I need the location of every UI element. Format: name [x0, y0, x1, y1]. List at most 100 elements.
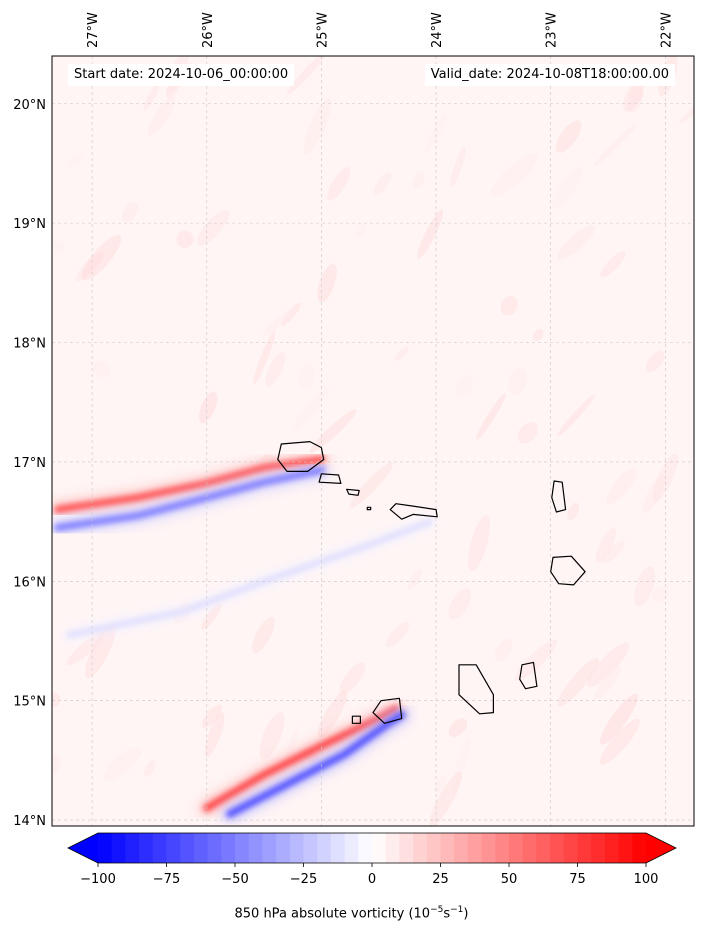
colorbar-segment	[550, 833, 565, 863]
colorbar-tick-label: −75	[153, 872, 180, 887]
x-tick-label: 26°W	[201, 12, 216, 48]
background-speckle	[532, 328, 544, 342]
background-speckle	[600, 693, 638, 745]
background-speckle	[201, 602, 222, 630]
background-speckle	[593, 124, 637, 167]
background-speckle	[490, 153, 538, 197]
background-speckle	[147, 96, 176, 136]
colorbar-tick-label: −25	[290, 872, 317, 887]
colorbar-tick-label: 25	[432, 872, 449, 887]
colorbar-segment	[372, 833, 387, 863]
north-negative-wake	[52, 462, 330, 536]
x-tick-label: 27°W	[86, 12, 101, 48]
background-speckle	[52, 692, 61, 707]
colorbar-segment	[591, 833, 606, 863]
colorbar-segment	[303, 833, 318, 863]
background-speckle	[552, 167, 583, 209]
island-outline	[519, 661, 538, 690]
colorbar-segment	[358, 833, 373, 863]
colorbar-tick-label: −50	[221, 872, 248, 887]
background-speckle	[104, 746, 142, 781]
background-speckle	[448, 588, 472, 620]
background-speckle	[356, 224, 366, 238]
plot-frame	[51, 55, 695, 827]
colorbar-segment	[344, 833, 359, 863]
colorbar-segment	[632, 833, 647, 863]
colorbar-segment	[166, 833, 181, 863]
background-speckle	[557, 657, 600, 707]
background-speckle	[424, 114, 448, 153]
island-outline	[318, 473, 342, 484]
start-date-label: Start date: 2024-10-06_00:00:00	[68, 64, 295, 86]
colorbar-ticks: −100 −75 −50 −25 0 25 50 75 100	[80, 863, 658, 887]
plot-area	[51, 55, 695, 827]
colorbar-segment	[98, 833, 113, 863]
background-speckle	[252, 616, 275, 654]
colorbar-tick-label: 0	[368, 872, 376, 887]
colorbar-segment	[330, 833, 346, 863]
island-outline	[372, 697, 403, 724]
coastlines	[277, 441, 586, 724]
background-speckle	[557, 394, 595, 437]
colorbar-tick-label: 75	[569, 872, 586, 887]
background-speckle	[373, 172, 392, 195]
island-outline	[458, 664, 494, 715]
background-speckle	[634, 566, 656, 607]
background-speckle	[68, 154, 83, 167]
background-speckle	[293, 386, 330, 430]
valid-date-label: Valid_date: 2024-10-08T18:00:00.00	[424, 64, 675, 86]
colorbar-segment	[454, 833, 469, 863]
background-speckle	[623, 81, 644, 112]
colorbar-segment	[413, 833, 428, 863]
x-tick-labels: 27°W 26°W 25°W 24°W 23°W 22°W	[86, 12, 674, 48]
colorbar-segment	[207, 833, 222, 863]
colorbar-segment	[385, 833, 400, 863]
background-speckle	[517, 422, 539, 444]
background-speckle	[606, 468, 637, 505]
colorbar-segment	[495, 833, 510, 863]
colorbar-segment	[317, 833, 332, 863]
y-tick-label: 19°N	[13, 217, 46, 232]
island-outline	[277, 441, 325, 472]
colorbar-segments	[98, 833, 647, 863]
background-speckle	[586, 642, 630, 688]
background-speckle	[349, 462, 393, 508]
background-speckle	[412, 171, 425, 189]
colorbar-segment	[618, 833, 633, 863]
island-outline	[346, 488, 360, 496]
background-speckle	[652, 587, 669, 603]
background-speckle	[93, 360, 111, 378]
background-speckle	[594, 665, 621, 700]
colorbar-segment	[509, 833, 524, 863]
colorbar-segment	[125, 833, 140, 863]
colorbar-segment	[604, 833, 620, 863]
island-outline	[389, 503, 438, 520]
island-outline	[366, 506, 372, 511]
background-speckle	[66, 631, 105, 666]
north-negative-wake-core	[54, 466, 325, 532]
background-speckle	[448, 718, 468, 737]
colorbar-segment	[276, 833, 291, 863]
background-speckle	[198, 391, 218, 424]
x-tick-label: 23°W	[545, 12, 560, 48]
island-outline	[551, 480, 567, 513]
background-speckle	[143, 82, 160, 111]
background-speckle	[81, 235, 122, 281]
x-tick-label: 24°W	[430, 12, 445, 48]
colorbar-segment	[467, 833, 483, 863]
background-speckle	[450, 146, 466, 188]
background-speckle	[386, 621, 410, 647]
y-tick-label: 20°N	[13, 98, 46, 113]
background-speckle	[514, 639, 558, 681]
background-speckle	[121, 201, 139, 223]
colorbar-segment	[139, 833, 154, 863]
south-negative-wake	[221, 707, 410, 823]
colorbar-segment	[193, 833, 209, 863]
background-speckle	[602, 540, 625, 564]
island-outline	[351, 715, 361, 724]
colorbar-segment	[262, 833, 277, 863]
background-speckle	[286, 56, 328, 95]
background-speckle	[557, 225, 596, 260]
colorbar-segment	[289, 833, 304, 863]
